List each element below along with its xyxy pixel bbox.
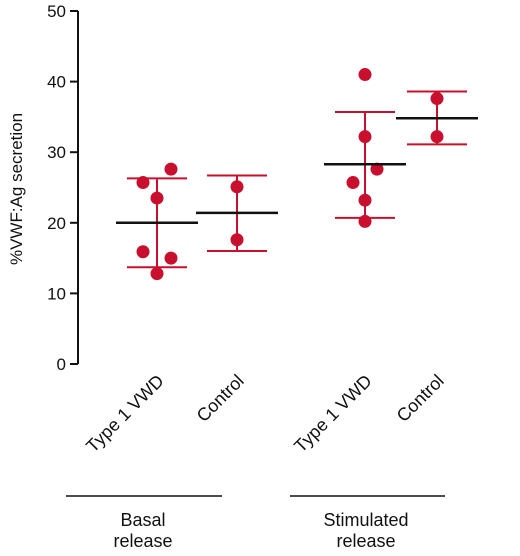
- x-tick-label: Control: [393, 371, 448, 426]
- y-tick-label: 40: [47, 73, 66, 92]
- y-tick-label: 30: [47, 143, 66, 162]
- category-3: [396, 90, 478, 146]
- category-1: [196, 174, 278, 253]
- data-point: [164, 162, 178, 176]
- group-label: Basal release: [113, 510, 172, 551]
- x-tick-label: Type 1 VWD: [82, 371, 168, 457]
- x-axis-labels: Type 1 VWD Control Type 1 VWD Control: [82, 371, 448, 457]
- group-label: Stimulated release: [323, 510, 408, 551]
- data-point: [164, 251, 178, 265]
- data-point: [358, 214, 372, 228]
- x-tick-label: Type 1 VWD: [290, 371, 376, 457]
- data-point: [136, 245, 150, 259]
- data-point: [150, 191, 164, 205]
- group-labels: Basal release Stimulated release: [66, 495, 445, 551]
- category-2: [324, 68, 406, 228]
- data-point: [358, 193, 372, 207]
- y-axis-title: %VWF:Ag secretion: [7, 113, 26, 265]
- data-point: [230, 180, 244, 194]
- y-tick-label: 20: [47, 214, 66, 233]
- data-point: [358, 68, 372, 82]
- data-point: [370, 162, 384, 176]
- data-point: [430, 92, 444, 106]
- x-tick-label: Control: [193, 371, 248, 426]
- y-tick-label: 50: [47, 2, 66, 21]
- chart-marks: [116, 68, 478, 281]
- y-axis: 0 10 20 30 40 50: [47, 2, 79, 374]
- y-tick-label: 10: [47, 284, 66, 303]
- data-point: [230, 233, 244, 247]
- y-tick-label: 0: [57, 355, 66, 374]
- data-point: [346, 176, 360, 190]
- data-point: [430, 130, 444, 144]
- data-point: [150, 267, 164, 281]
- data-point: [136, 176, 150, 190]
- category-0: [116, 162, 198, 281]
- data-point: [358, 130, 372, 144]
